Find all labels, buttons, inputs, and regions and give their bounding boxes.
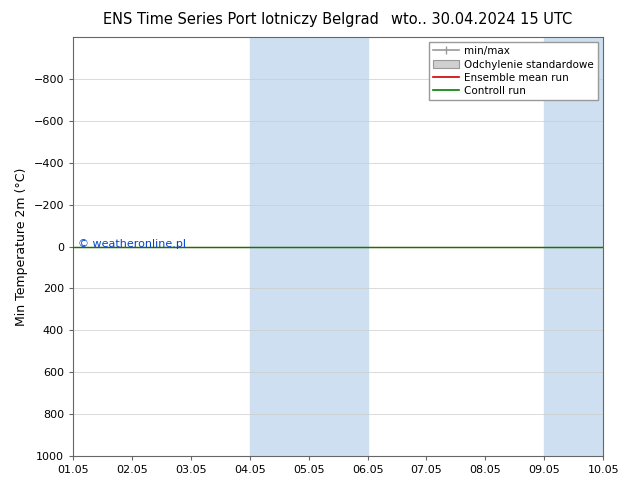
- Text: © weatheronline.pl: © weatheronline.pl: [79, 240, 186, 249]
- Y-axis label: Min Temperature 2m (°C): Min Temperature 2m (°C): [15, 167, 28, 326]
- Bar: [544, 37, 603, 456]
- Text: wto.. 30.04.2024 15 UTC: wto.. 30.04.2024 15 UTC: [391, 12, 573, 27]
- Bar: [250, 37, 368, 456]
- Legend: min/max, Odchylenie standardowe, Ensemble mean run, Controll run: min/max, Odchylenie standardowe, Ensembl…: [429, 42, 598, 100]
- Text: ENS Time Series Port lotniczy Belgrad: ENS Time Series Port lotniczy Belgrad: [103, 12, 379, 27]
